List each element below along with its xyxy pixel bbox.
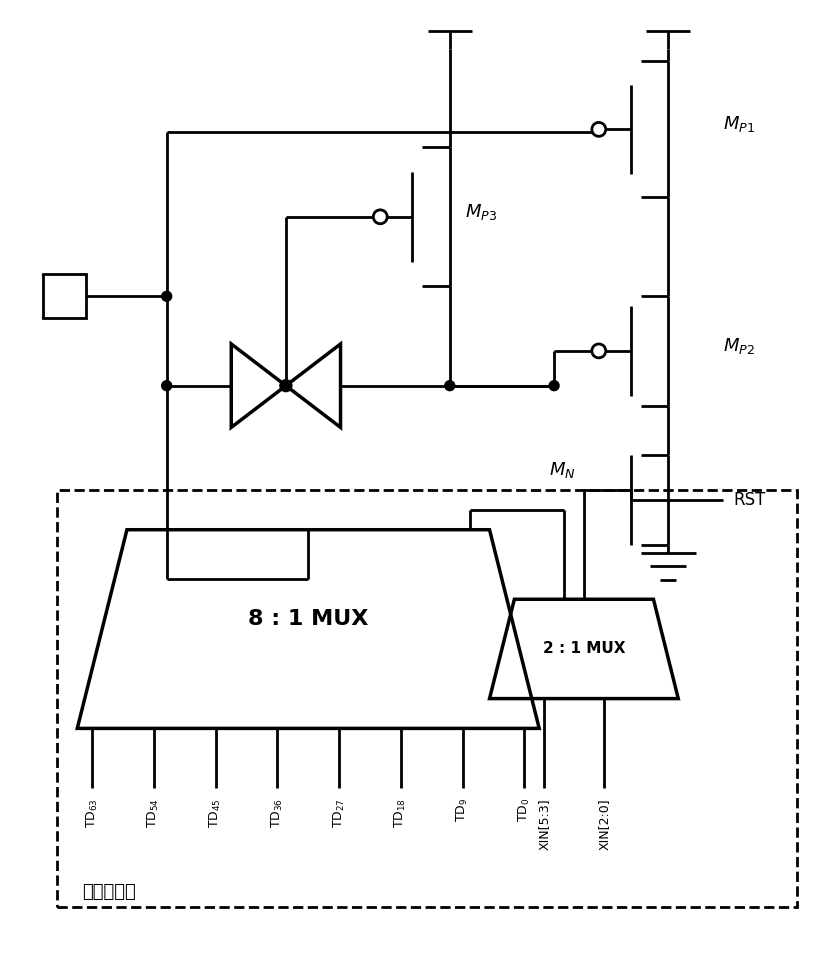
Bar	[57, 490, 798, 907]
Circle shape	[162, 381, 172, 391]
Text: TD$_{0}$: TD$_{0}$	[517, 798, 532, 822]
Circle shape	[280, 380, 292, 392]
Text: $M_N$: $M_N$	[550, 460, 576, 480]
Text: TD$_{54}$: TD$_{54}$	[146, 798, 161, 828]
Text: $M_{P1}$: $M_{P1}$	[723, 114, 755, 134]
Text: $M_{P3}$: $M_{P3}$	[465, 202, 497, 222]
Text: RST: RST	[733, 491, 765, 508]
Text: $M_{P2}$: $M_{P2}$	[723, 336, 755, 356]
Text: 多路复用器: 多路复用器	[82, 883, 136, 901]
Circle shape	[445, 381, 455, 391]
Text: TD$_{63}$: TD$_{63}$	[85, 798, 100, 828]
Text: XIN[2:0]: XIN[2:0]	[597, 798, 610, 849]
Text: XIN[5:3]: XIN[5:3]	[538, 798, 550, 849]
Text: 8 : 1 MUX: 8 : 1 MUX	[248, 609, 368, 629]
Circle shape	[162, 291, 172, 301]
Text: TD$_{27}$: TD$_{27}$	[331, 798, 347, 828]
Circle shape	[550, 381, 559, 391]
Bar	[43, 275, 86, 318]
Text: 2 : 1 MUX: 2 : 1 MUX	[543, 642, 625, 656]
Text: TD$_{45}$: TD$_{45}$	[208, 798, 223, 828]
Circle shape	[373, 209, 388, 224]
Text: TD$_{36}$: TD$_{36}$	[270, 798, 285, 828]
Circle shape	[591, 123, 606, 136]
Circle shape	[591, 344, 606, 357]
Text: TD$_{9}$: TD$_{9}$	[455, 798, 470, 822]
Text: TD$_{18}$: TD$_{18}$	[393, 798, 409, 828]
